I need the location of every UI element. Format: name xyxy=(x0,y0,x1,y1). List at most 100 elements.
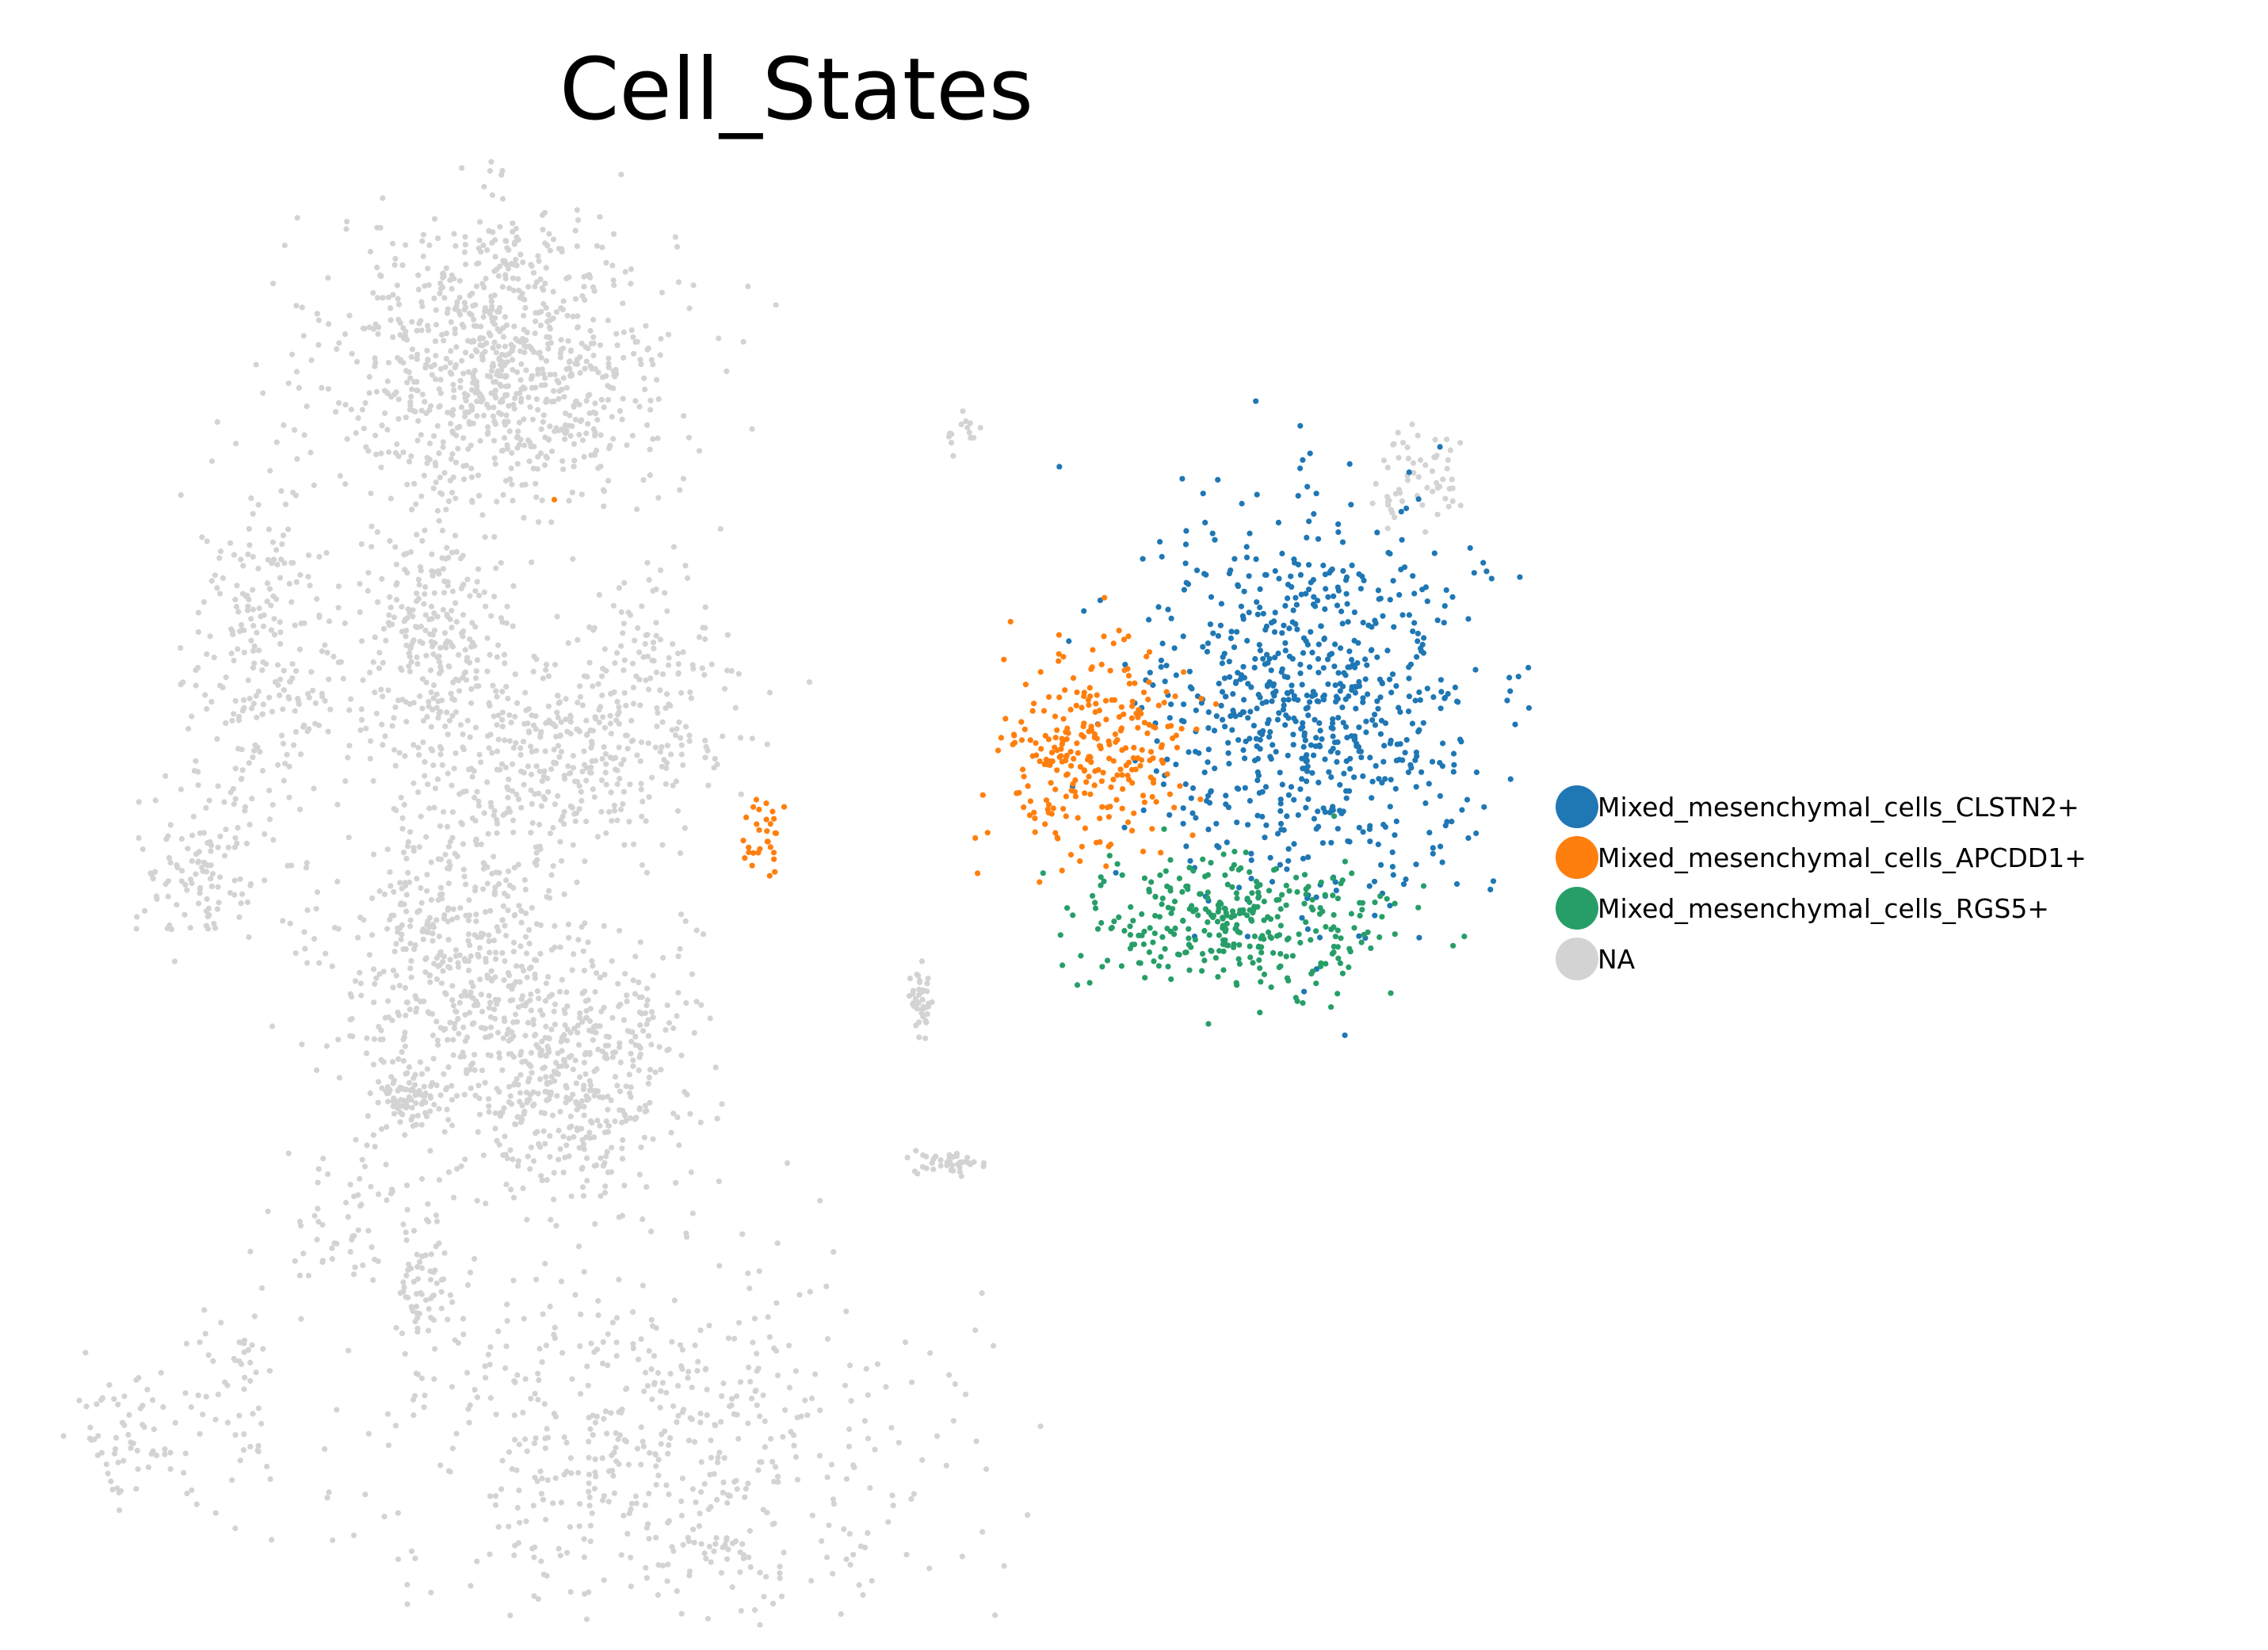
data-point xyxy=(504,1318,510,1324)
data-point xyxy=(393,972,399,979)
data-point xyxy=(601,1190,609,1196)
data-point xyxy=(1218,702,1224,709)
data-point xyxy=(405,1261,412,1268)
data-point xyxy=(487,311,494,317)
data-point xyxy=(450,474,456,480)
data-point xyxy=(273,596,280,602)
data-point xyxy=(493,349,499,356)
data-point xyxy=(551,1196,557,1202)
data-point xyxy=(453,619,460,625)
data-point xyxy=(396,983,403,989)
data-point xyxy=(239,891,246,897)
data-point xyxy=(1216,680,1222,687)
data-point xyxy=(246,525,252,533)
data-point xyxy=(452,953,460,959)
data-point xyxy=(586,410,593,417)
data-point xyxy=(389,621,395,628)
data-point xyxy=(963,418,969,425)
data-point xyxy=(586,1454,592,1461)
data-point xyxy=(1405,769,1411,776)
data-point xyxy=(472,624,479,630)
data-point xyxy=(526,458,533,464)
data-point xyxy=(712,1064,719,1071)
data-point xyxy=(807,1289,813,1295)
data-point xyxy=(597,214,603,220)
data-point xyxy=(103,1461,109,1468)
data-point xyxy=(632,637,638,644)
data-point xyxy=(563,1083,569,1089)
data-point xyxy=(947,430,953,437)
data-point xyxy=(552,1001,559,1007)
data-point xyxy=(408,1117,414,1123)
data-point xyxy=(545,311,552,318)
data-point xyxy=(548,1089,555,1095)
data-point xyxy=(365,588,371,594)
data-point xyxy=(506,1051,513,1057)
data-point xyxy=(1507,688,1514,694)
data-point xyxy=(171,958,178,964)
data-point xyxy=(1356,678,1362,686)
data-point xyxy=(491,455,498,461)
data-point xyxy=(468,686,475,693)
data-point xyxy=(645,345,651,352)
data-point xyxy=(636,1106,643,1113)
data-point xyxy=(323,950,329,957)
data-point xyxy=(648,1316,655,1323)
data-point xyxy=(574,726,580,732)
data-point xyxy=(716,1449,723,1456)
data-point xyxy=(574,243,581,250)
data-point xyxy=(742,1494,748,1500)
data-point xyxy=(372,355,378,361)
series-mixed-mesenchymal-cells-apcdd1- xyxy=(551,496,1219,885)
data-point xyxy=(396,750,403,756)
data-point xyxy=(1110,640,1117,647)
data-point xyxy=(313,906,319,912)
data-point xyxy=(1352,664,1358,670)
data-point xyxy=(601,1129,609,1136)
data-point xyxy=(1088,759,1094,766)
data-point xyxy=(511,323,517,330)
data-point xyxy=(264,598,270,605)
data-point xyxy=(686,1572,693,1579)
data-point xyxy=(520,259,526,265)
data-point xyxy=(1245,715,1251,721)
data-point xyxy=(1356,824,1362,831)
data-point xyxy=(1290,731,1296,738)
data-point xyxy=(1299,776,1305,782)
data-point xyxy=(1453,698,1460,705)
data-point xyxy=(452,709,460,716)
data-point xyxy=(447,964,453,971)
data-point xyxy=(472,588,479,594)
data-point xyxy=(497,399,504,405)
data-point xyxy=(293,668,300,674)
data-point xyxy=(1360,773,1366,780)
data-point xyxy=(621,1182,628,1189)
data-point xyxy=(423,410,430,417)
data-point xyxy=(640,798,646,805)
data-point xyxy=(1368,647,1374,654)
data-point xyxy=(1394,741,1400,747)
data-point xyxy=(1232,713,1239,720)
data-point xyxy=(530,1017,536,1023)
data-point xyxy=(1399,612,1406,618)
data-point xyxy=(422,612,429,618)
data-point xyxy=(570,765,577,771)
data-point xyxy=(1225,739,1231,746)
data-point xyxy=(167,822,174,828)
data-point xyxy=(574,879,580,885)
data-point xyxy=(1197,796,1204,803)
data-point xyxy=(452,362,460,369)
data-point xyxy=(462,242,468,248)
data-point xyxy=(605,1123,613,1129)
data-point xyxy=(410,1123,416,1129)
data-point xyxy=(582,1071,589,1077)
data-point xyxy=(523,1518,529,1525)
data-point xyxy=(1241,697,1247,703)
data-point xyxy=(604,1055,610,1062)
data-point xyxy=(552,724,559,730)
data-point xyxy=(1074,689,1080,696)
data-point xyxy=(1301,732,1308,739)
data-point xyxy=(646,794,652,800)
data-point xyxy=(644,632,651,638)
data-point xyxy=(626,1071,632,1078)
